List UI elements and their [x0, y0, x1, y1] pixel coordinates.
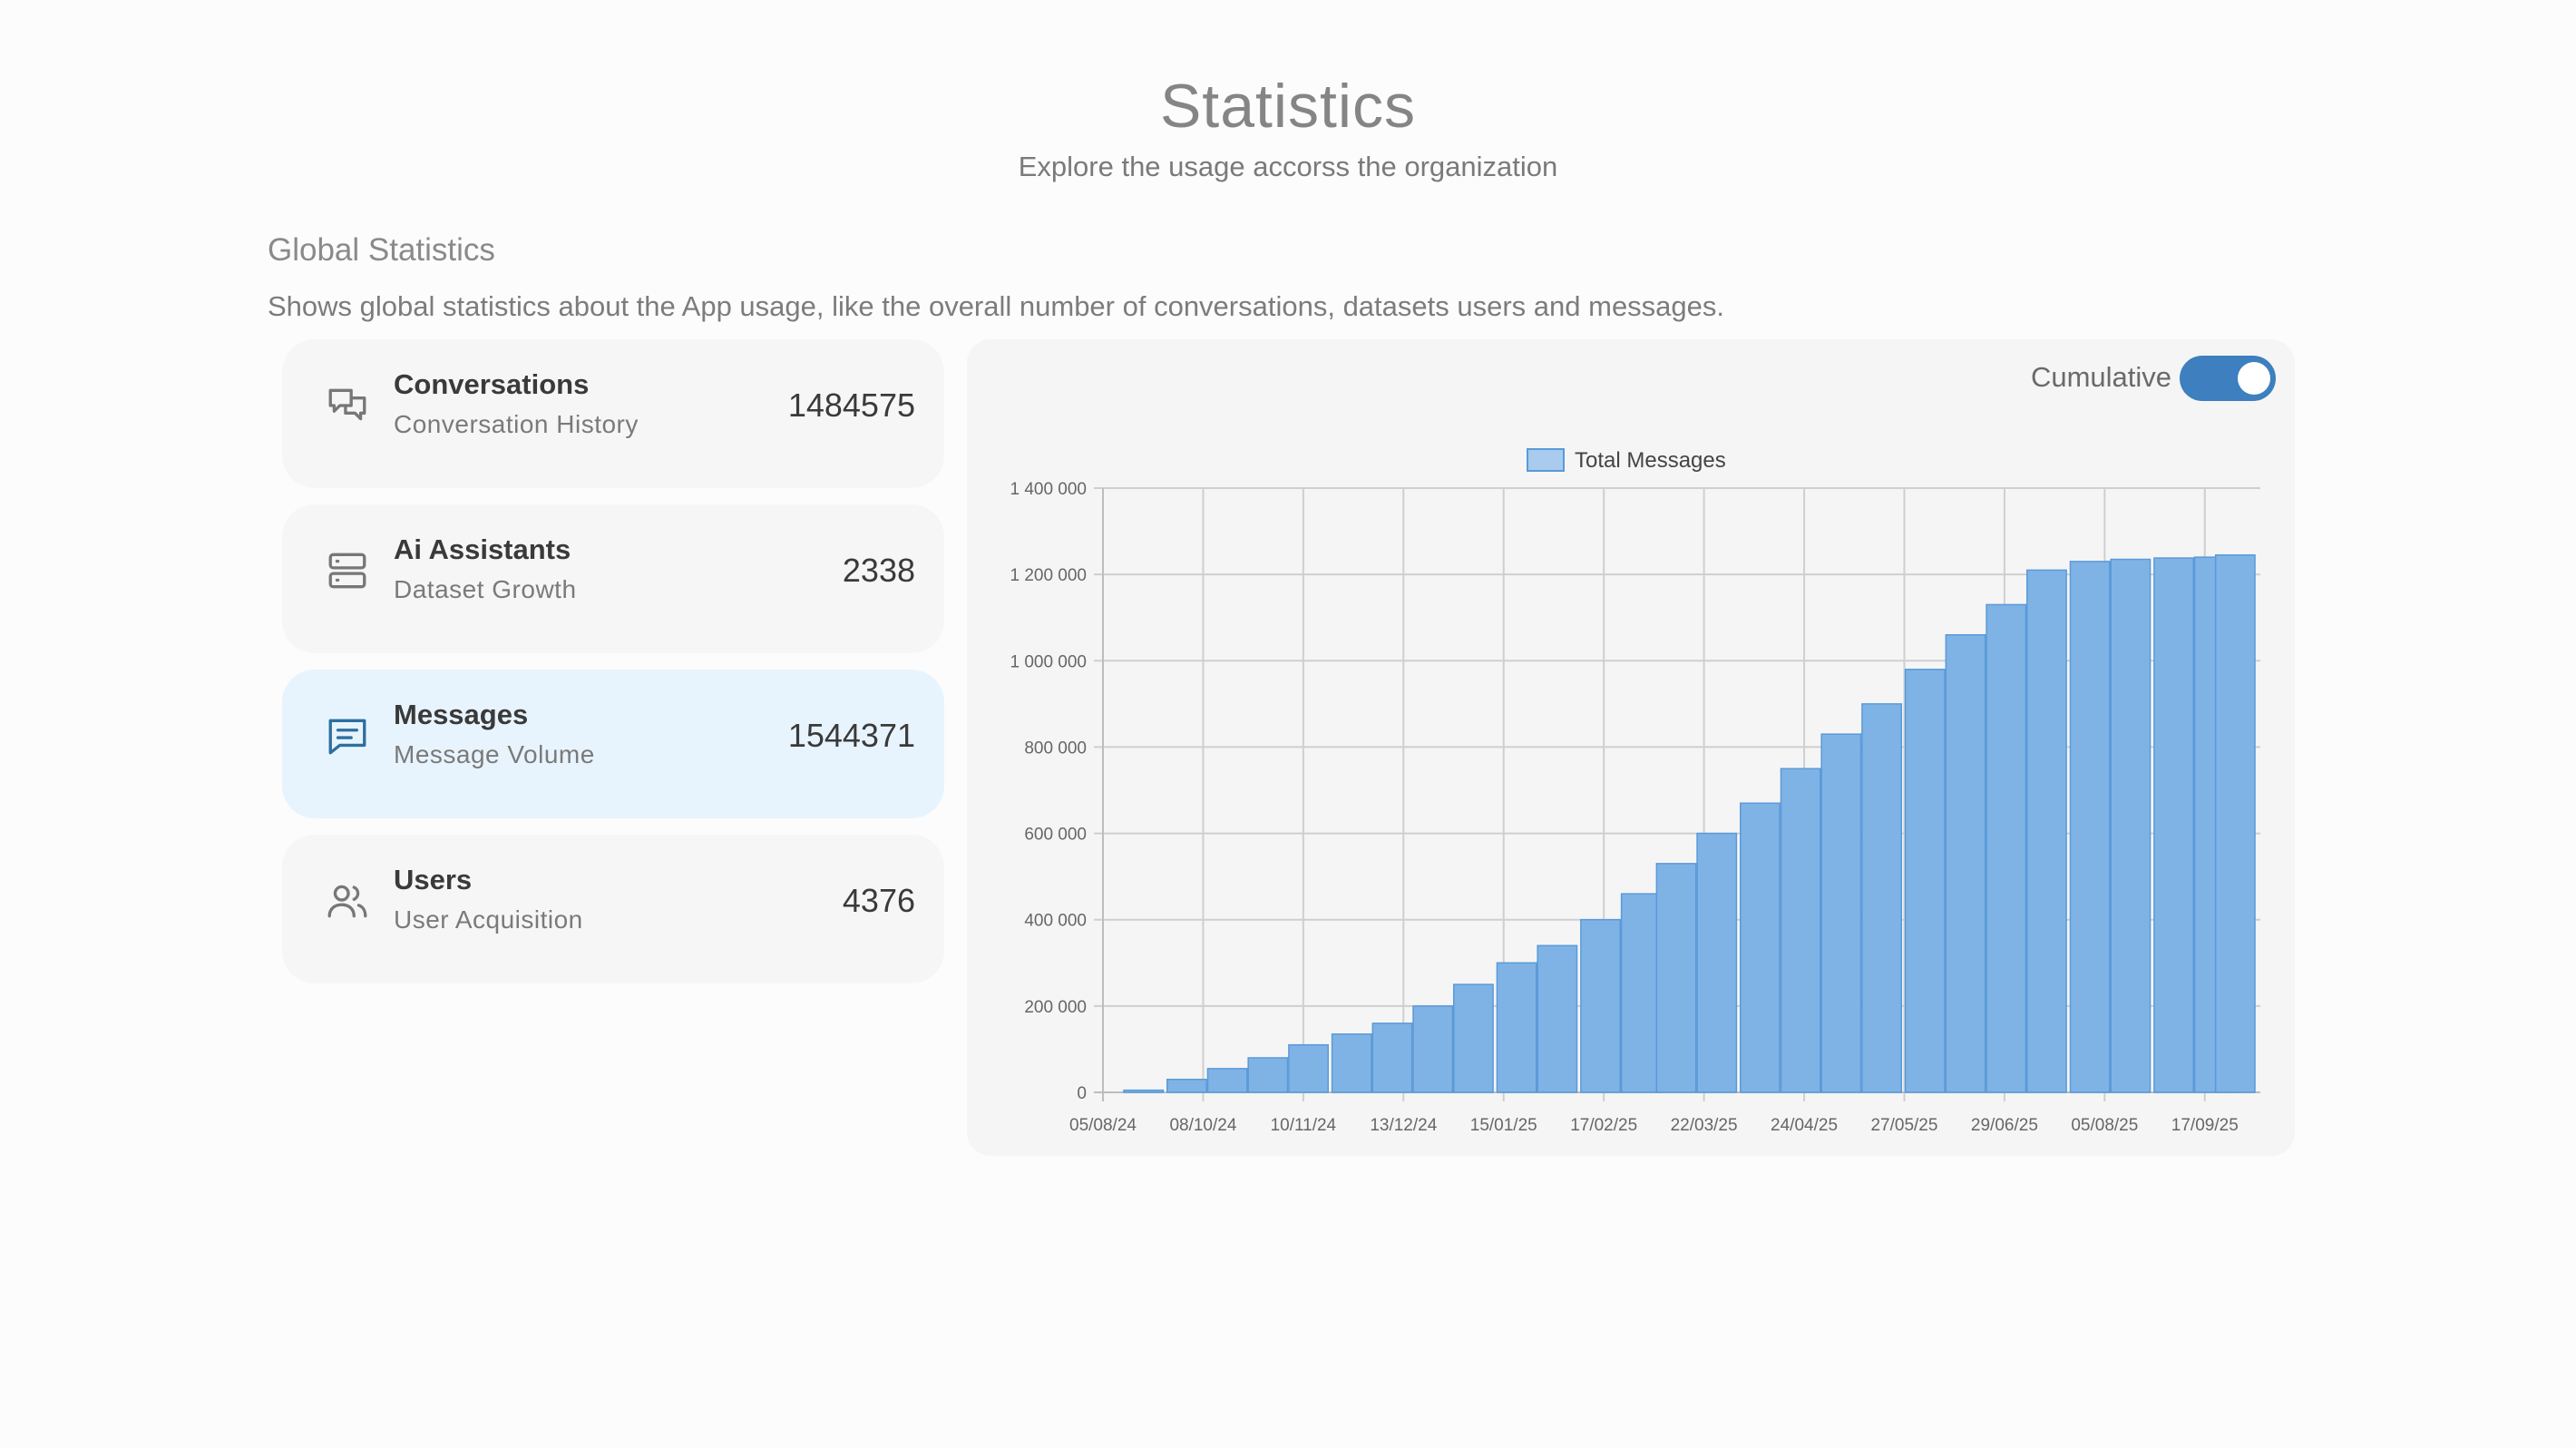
x-tick-label: 29/06/25 [1971, 1116, 2038, 1135]
bar [1861, 703, 1903, 1093]
y-tick-label: 800 000 [1024, 739, 1087, 758]
x-tick-label: 22/03/25 [1671, 1116, 1738, 1135]
card-subtitle: User Acquisition [394, 905, 583, 934]
bar [1206, 1068, 1248, 1093]
bar [1412, 1005, 1454, 1093]
bar [2069, 561, 2111, 1093]
x-tick-label: 24/04/25 [1771, 1116, 1838, 1135]
card-subtitle: Message Volume [394, 740, 595, 768]
card-subtitle: Conversation History [394, 410, 639, 438]
card-title: Messages [394, 699, 529, 730]
bar [1123, 1089, 1165, 1093]
chart-panel: Cumulative 0 200 000 400 000 600 000 800 000… [967, 339, 2295, 1156]
x-tick-label: 05/08/25 [2071, 1116, 2138, 1135]
cumulative-toggle[interactable] [2180, 356, 2276, 401]
x-tick-label: 17/02/25 [1570, 1116, 1637, 1135]
bar [1331, 1033, 1372, 1093]
x-tick-label: 13/12/24 [1370, 1116, 1437, 1135]
bar [2214, 553, 2256, 1093]
y-tick-label: 400 000 [1024, 912, 1087, 931]
toggle-knob [2238, 362, 2270, 395]
bar [1288, 1043, 1330, 1093]
legend-swatch [1527, 448, 1565, 472]
y-tick-label: 600 000 [1024, 826, 1087, 845]
bar [2026, 569, 2067, 1093]
page-title: Statistics [1159, 72, 1417, 141]
page-subtitle: Explore the usage accorss the organizati… [1018, 151, 1558, 182]
bar [1945, 633, 1986, 1093]
bar [1655, 863, 1697, 1093]
message-icon [325, 713, 370, 758]
bar [1496, 962, 1537, 1093]
stat-card-conversations[interactable]: Conversations Conversation History 14845… [282, 339, 944, 488]
bar [1740, 802, 1781, 1093]
card-title: Users [394, 864, 473, 895]
legend-label: Total Messages [1575, 448, 1726, 473]
bar [2110, 558, 2152, 1093]
bar [1820, 733, 1862, 1093]
x-tick-label: 17/09/25 [2171, 1116, 2239, 1135]
bar [1452, 983, 1494, 1093]
stat-card-users[interactable]: Users User Acquisition 4376 [282, 835, 944, 983]
card-title: Conversations [394, 368, 590, 400]
card-value: 1544371 [787, 717, 915, 754]
bar [1696, 832, 1738, 1093]
card-value: 2338 [842, 552, 915, 589]
y-tick-label: 1 200 000 [1010, 566, 1087, 585]
card-title: Ai Assistants [394, 533, 571, 565]
messages-chart: 0 200 000 400 000 600 000 800 000 1 000 000 1 … [1010, 448, 2260, 1135]
y-tick-label: 0 [1077, 1084, 1087, 1103]
x-tick-label: 15/01/25 [1470, 1116, 1537, 1135]
bar [1986, 603, 2027, 1093]
section-title: Global Statistics [268, 232, 495, 268]
stat-card-ai-assistants[interactable]: Ai Assistants Dataset Growth 2338 [282, 504, 944, 653]
bar [1580, 918, 1621, 1093]
y-tick-label: 1 000 000 [1010, 652, 1087, 671]
card-value: 4376 [842, 882, 915, 919]
cumulative-toggle-label: Cumulative [2030, 361, 2171, 393]
card-subtitle: Dataset Growth [394, 575, 577, 603]
stat-card-messages[interactable]: Messages Message Volume 1544371 [282, 670, 944, 818]
x-tick-label: 27/05/25 [1870, 1116, 1937, 1135]
section-description: Shows global statistics about the App us… [268, 290, 1725, 322]
card-value: 1484575 [787, 386, 915, 424]
bar [1904, 669, 1946, 1093]
bar [1780, 768, 1821, 1093]
y-tick-label: 1 400 000 [1010, 480, 1087, 499]
bar [1371, 1022, 1413, 1093]
bar [2153, 557, 2194, 1093]
server-icon [325, 548, 370, 593]
users-icon [325, 878, 370, 924]
x-tick-label: 05/08/24 [1069, 1116, 1137, 1135]
x-tick-label: 08/10/24 [1169, 1116, 1236, 1135]
y-tick-label: 200 000 [1024, 998, 1087, 1017]
x-tick-label: 10/11/24 [1271, 1116, 1337, 1135]
chat-bubbles-icon [325, 383, 370, 428]
bar [1247, 1057, 1289, 1093]
bar [1620, 893, 1662, 1093]
bar [1537, 944, 1578, 1093]
bar [1166, 1078, 1207, 1093]
